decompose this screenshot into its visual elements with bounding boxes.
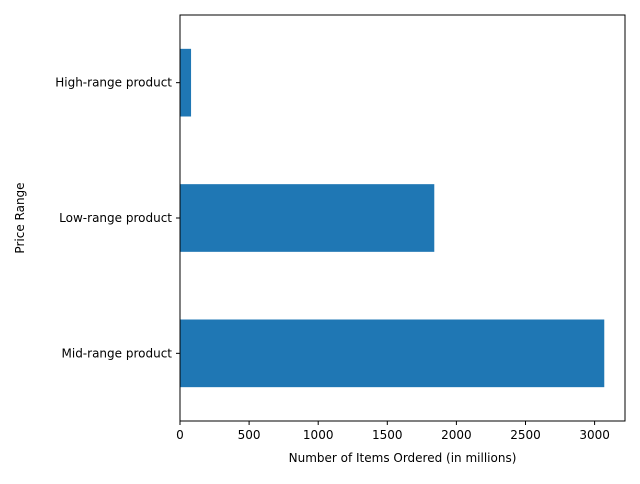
ticks-layer: Mid-range product Low-range product High-r… xyxy=(55,76,610,442)
y-tick-label-low-range-product: Low-range product xyxy=(59,211,172,225)
x-tick-label-2500: 2500 xyxy=(510,428,541,442)
x-tick-label-1000: 1000 xyxy=(303,428,334,442)
x-tick-label-3000: 3000 xyxy=(579,428,610,442)
x-tick-label-500: 500 xyxy=(238,428,261,442)
x-tick-label-1500: 1500 xyxy=(372,428,403,442)
y-tick-label-high-range-product: High-range product xyxy=(55,76,172,90)
y-tick-label-mid-range-product: Mid-range product xyxy=(62,346,173,360)
bars-layer xyxy=(180,48,605,388)
y-axis-label: Price Range xyxy=(13,182,27,253)
x-tick-label-2000: 2000 xyxy=(441,428,472,442)
bar-low-range-product xyxy=(180,184,435,252)
x-tick-label-0: 0 xyxy=(176,428,184,442)
axes-frame xyxy=(179,14,626,422)
bar-mid-range-product xyxy=(180,319,605,388)
x-axis-label: Number of Items Ordered (in millions) xyxy=(289,451,517,465)
bar-high-range-product xyxy=(180,48,192,117)
